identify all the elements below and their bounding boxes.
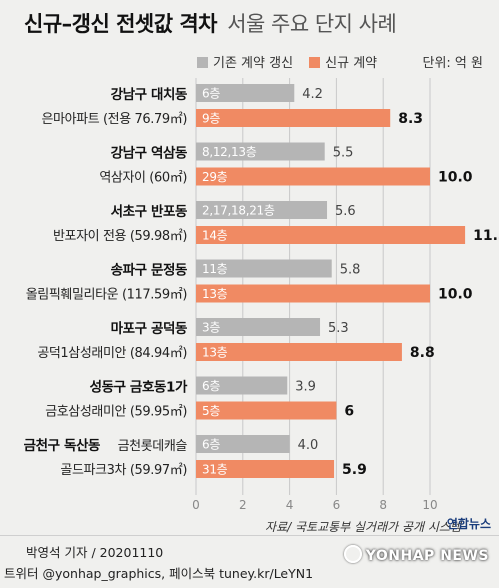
bar-floor-label-new: 5층 bbox=[202, 404, 220, 418]
footer-divider bbox=[0, 535, 499, 536]
bar-renewal bbox=[196, 142, 325, 161]
value-label-new: 8.8 bbox=[410, 345, 435, 361]
bar-floor-label-renewal: 6층 bbox=[202, 438, 220, 452]
x-tick-label: 4 bbox=[286, 498, 294, 512]
x-tick-label: 0 bbox=[192, 498, 200, 512]
category-district-label: 서초구 반포동 bbox=[111, 203, 187, 220]
watermark-text: YONHAP NEWS bbox=[365, 548, 489, 564]
category-complex-label: 금호삼성래미안 (59.95㎡) bbox=[45, 405, 187, 420]
legend-item-renewal: 기존 계약 갱신 bbox=[197, 52, 293, 71]
value-label-renewal: 4.0 bbox=[298, 438, 319, 453]
bar-renewal bbox=[196, 84, 295, 102]
source-note: 자료/ 국토교통부 실거래가 공개 시스템 bbox=[265, 520, 461, 534]
bar-floor-label-renewal: 8,12,13층 bbox=[202, 145, 257, 159]
bar-renewal bbox=[196, 201, 328, 219]
legend-swatch-new bbox=[309, 57, 321, 68]
bar-new bbox=[196, 401, 337, 420]
value-label-renewal: 5.5 bbox=[333, 146, 354, 161]
bar-floor-label-new: 14층 bbox=[202, 229, 228, 243]
category-complex-label: 역삼자이 (60㎡) bbox=[99, 171, 187, 186]
legend-item-new: 신규 계약 bbox=[309, 52, 377, 71]
x-tick-label: 6 bbox=[333, 498, 341, 512]
category-complex-label: 은마아파트 (전용 76.79㎡) bbox=[41, 112, 187, 127]
value-label-renewal: 5.8 bbox=[340, 263, 361, 278]
bar-floor-label-new: 29층 bbox=[202, 170, 228, 184]
bar-new bbox=[196, 167, 430, 186]
bar-renewal bbox=[196, 435, 290, 453]
bar-floor-label-renewal: 3층 bbox=[202, 321, 220, 335]
chart-title: 신규–갱신 전셋값 격차 서울 주요 단지 사례 bbox=[24, 8, 397, 38]
bar-new bbox=[196, 460, 335, 478]
legend: 기존 계약 갱신 신규 계약 bbox=[197, 52, 389, 71]
category-complex-prefix: 금천롯데캐슬 bbox=[118, 439, 188, 454]
category-complex-label: 공덕1삼성래미안 (84.94㎡) bbox=[37, 346, 187, 361]
bar-renewal bbox=[196, 318, 321, 336]
legend-label-new: 신규 계약 bbox=[325, 56, 378, 71]
bar-new bbox=[196, 226, 466, 244]
x-tick-label: 10 bbox=[422, 498, 437, 512]
value-label-new: 10.0 bbox=[438, 287, 473, 303]
x-tick-label: 2 bbox=[239, 498, 247, 512]
bar-floor-label-new: 31층 bbox=[202, 463, 228, 477]
legend-swatch-renewal bbox=[197, 57, 208, 68]
bar-floor-label-new: 9층 bbox=[202, 112, 220, 126]
bar-floor-label-renewal: 2,17,18,21층 bbox=[202, 204, 275, 218]
value-label-renewal: 4.2 bbox=[302, 87, 323, 102]
bar-new bbox=[196, 284, 430, 303]
bar-renewal bbox=[196, 259, 332, 278]
category-district-label: 송파구 문정동 bbox=[111, 262, 187, 279]
category-district-label: 금천구 독산동 bbox=[24, 437, 100, 454]
value-label-renewal: 3.9 bbox=[295, 380, 316, 395]
credit-byline: 박영석 기자 / 20201110 bbox=[26, 545, 164, 560]
title-main: 신규–갱신 전셋값 격차 bbox=[24, 12, 218, 36]
bar-new bbox=[196, 343, 402, 361]
category-complex-label: 올림픽훼밀리타운 (117.59㎡) bbox=[26, 288, 187, 303]
x-tick-label: 8 bbox=[379, 498, 387, 512]
brand-badge: 연합뉴스 bbox=[446, 517, 491, 531]
value-label-new: 11.5 bbox=[473, 228, 499, 244]
credit-social: 트위터 @yonhap_graphics, 페이스북 tuney.kr/LeYN… bbox=[4, 566, 314, 581]
value-label-renewal: 5.3 bbox=[328, 321, 349, 336]
watermark-logo-icon bbox=[343, 545, 362, 563]
bar-renewal bbox=[196, 376, 288, 395]
value-label-renewal: 5.6 bbox=[335, 204, 356, 219]
value-label-new: 8.3 bbox=[398, 111, 423, 127]
category-complex-label: 골드파크3차 (59.97㎡) bbox=[60, 463, 187, 478]
bar-floor-label-renewal: 11층 bbox=[202, 262, 228, 276]
value-label-new: 6 bbox=[344, 404, 354, 420]
category-district-label: 강남구 역삼동 bbox=[111, 145, 187, 162]
category-district-label: 성동구 금호동1가 bbox=[90, 380, 188, 396]
category-district-label: 마포구 공덕동 bbox=[111, 320, 187, 337]
category-district-label: 강남구 대치동 bbox=[111, 86, 187, 103]
watermark: YONHAP NEWS bbox=[343, 545, 489, 564]
bar-floor-label-renewal: 6층 bbox=[202, 87, 220, 101]
category-complex-label: 반포자이 전용 (59.98㎡) bbox=[53, 229, 187, 244]
bar-floor-label-new: 13층 bbox=[202, 287, 228, 301]
bar-floor-label-new: 13층 bbox=[202, 346, 228, 360]
bar-new bbox=[196, 109, 391, 127]
title-sub: 서울 주요 단지 사례 bbox=[227, 12, 397, 36]
value-label-new: 5.9 bbox=[342, 462, 367, 478]
bar-floor-label-renewal: 6층 bbox=[202, 379, 220, 393]
unit-label: 단위: 억 원 bbox=[422, 56, 484, 71]
value-label-new: 10.0 bbox=[438, 170, 473, 186]
legend-label-renewal: 기존 계약 갱신 bbox=[213, 56, 294, 71]
